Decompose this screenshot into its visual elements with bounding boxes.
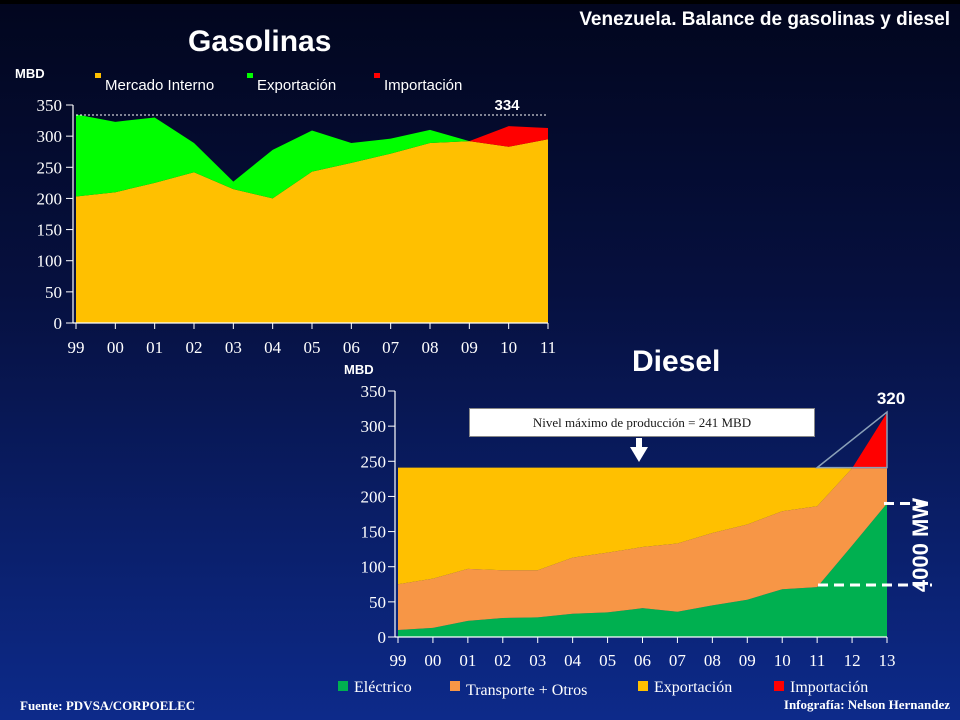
- diesel-y-tick-label: 150: [361, 523, 387, 542]
- diesel-x-tick-label: 08: [704, 651, 721, 670]
- gasolinas-unit-label: MBD: [15, 66, 45, 81]
- gasolinas-x-tick-label: 00: [107, 338, 124, 357]
- source-footer: Fuente: PDVSA/CORPOELEC: [20, 698, 196, 713]
- gasolinas-x-tick-label: 10: [500, 338, 517, 357]
- gasolinas-y-tick-label: 350: [37, 96, 63, 115]
- diesel-y-tick-label: 50: [369, 593, 386, 612]
- gasolinas-x-tick-label: 08: [422, 338, 439, 357]
- top-bar: [0, 0, 960, 4]
- gasolinas-x-tick-label: 02: [186, 338, 203, 357]
- diesel-title: Diesel: [632, 345, 721, 378]
- gasolinas-x-tick-label: 09: [461, 338, 478, 357]
- gasolinas-x-tick-label: 06: [343, 338, 360, 357]
- diesel-peak-label: 320: [877, 389, 905, 408]
- gasolinas-x-tick-label: 99: [68, 338, 85, 357]
- max-production-note: Nivel máximo de producción = 241 MBD: [469, 408, 815, 437]
- max-line-arrow-shaft: [636, 438, 642, 447]
- diesel-x-tick-label: 02: [494, 651, 511, 670]
- gasolinas-y-tick-label: 200: [37, 189, 63, 208]
- diesel-unit-label: MBD: [344, 362, 374, 377]
- diesel-legend-label: Eléctrico: [354, 679, 412, 696]
- diesel-x-tick-label: 04: [564, 651, 582, 670]
- diesel-x-tick-label: 00: [424, 651, 441, 670]
- diesel-x-tick-label: 12: [844, 651, 861, 670]
- diesel-legend-label: Transporte + Otros: [466, 682, 587, 699]
- gasolinas-y-tick-label: 150: [37, 221, 63, 240]
- diesel-legend-swatch: [450, 681, 460, 691]
- diesel-x-tick-label: 05: [599, 651, 616, 670]
- gasolinas-y-tick-label: 50: [45, 283, 62, 302]
- diesel-y-tick-label: 300: [361, 417, 387, 436]
- gasolinas-legend-swatch: [95, 73, 101, 78]
- gasolinas-x-tick-label: 07: [382, 338, 400, 357]
- gasolinas-x-tick-label: 04: [264, 338, 282, 357]
- gasolinas-x-tick-label: 01: [146, 338, 163, 357]
- gasolinas-y-tick-label: 100: [37, 252, 63, 271]
- page-title: Venezuela. Balance de gasolinas y diesel: [579, 9, 950, 30]
- gasolinas-area-mercado-interno: [76, 139, 548, 323]
- diesel-x-tick-label: 07: [669, 651, 687, 670]
- diesel-legend-label: Importación: [790, 679, 868, 696]
- diesel-x-tick-label: 10: [774, 651, 791, 670]
- diesel-x-tick-label: 99: [390, 651, 407, 670]
- max-line-arrow-head: [630, 447, 648, 462]
- gasolinas-legend-swatch: [247, 73, 253, 78]
- diesel-x-tick-label: 09: [739, 651, 756, 670]
- credit-footer: Infografía: Nelson Hernandez: [783, 697, 950, 712]
- gasolinas-legend-swatch: [374, 73, 380, 78]
- diesel-legend-swatch: [638, 681, 648, 691]
- diesel-x-tick-label: 11: [809, 651, 825, 670]
- diesel-x-tick-label: 06: [634, 651, 651, 670]
- diesel-x-tick-label: 13: [879, 651, 896, 670]
- diesel-y-tick-label: 100: [361, 558, 387, 577]
- diesel-y-tick-label: 200: [361, 487, 387, 506]
- gasolinas-x-tick-label: 11: [540, 338, 556, 357]
- gasolinas-y-tick-label: 0: [54, 314, 63, 333]
- gasolinas-peak-label: 334: [494, 97, 520, 114]
- gasolinas-area-exportacion: [76, 114, 548, 199]
- diesel-x-tick-label: 03: [529, 651, 546, 670]
- diesel-y-tick-label: 0: [378, 628, 387, 647]
- gasolinas-title: Gasolinas: [188, 25, 332, 58]
- diesel-legend-swatch: [338, 681, 348, 691]
- gasolinas-legend-label: Importación: [384, 77, 462, 94]
- gasolinas-x-tick-label: 05: [304, 338, 321, 357]
- gasolinas-y-tick-label: 250: [37, 158, 63, 177]
- diesel-y-tick-label: 350: [361, 382, 387, 401]
- diesel-x-tick-label: 01: [459, 651, 476, 670]
- gasolinas-legend-label: Mercado Interno: [105, 77, 214, 94]
- capacity-label: 4000 MW: [908, 498, 933, 592]
- diesel-legend-label: Exportación: [654, 679, 732, 696]
- gasolinas-x-tick-label: 03: [225, 338, 242, 357]
- gasolinas-legend-label: Exportación: [257, 77, 336, 94]
- diesel-y-tick-label: 250: [361, 452, 387, 471]
- diesel-area-transporte-otros: [398, 468, 887, 630]
- gasolinas-y-tick-label: 300: [37, 127, 63, 146]
- diesel-import-outline: [814, 410, 888, 469]
- diesel-area-electrico: [398, 503, 887, 637]
- diesel-legend-swatch: [774, 681, 784, 691]
- diesel-area-exportacion: [398, 467, 887, 585]
